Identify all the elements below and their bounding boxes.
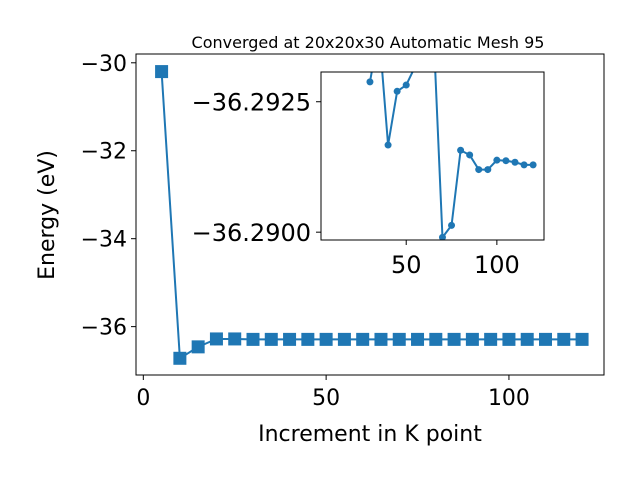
y-tick-label: −36 xyxy=(81,316,127,341)
inset-data-point xyxy=(366,78,374,86)
data-point xyxy=(447,332,461,346)
data-point xyxy=(209,332,223,346)
inset-x-tick-label: 100 xyxy=(474,251,520,279)
inset-data-point xyxy=(520,161,528,169)
data-point xyxy=(484,332,498,346)
data-point xyxy=(283,332,297,346)
inset-data-point xyxy=(438,233,446,240)
inset-data-point xyxy=(402,81,410,89)
x-tick-label: 100 xyxy=(488,386,530,411)
inset-data-point xyxy=(457,146,465,154)
y-axis-label: Energy (eV) xyxy=(35,150,60,280)
inset-data-point xyxy=(393,87,401,95)
inset-data-point xyxy=(484,166,492,174)
data-point xyxy=(392,332,406,346)
inset-axis-ticks: 50 100 −36.2925 −36.2900 xyxy=(192,89,520,279)
data-point xyxy=(374,332,388,346)
data-point xyxy=(575,332,589,346)
data-point xyxy=(557,332,571,346)
y-tick-label: −30 xyxy=(81,52,127,77)
inset-plot: 50 100 −36.2925 −36.2900 xyxy=(192,71,545,279)
x-tick-label: 0 xyxy=(136,386,150,411)
inset-data-point xyxy=(448,221,456,229)
data-point xyxy=(319,332,333,346)
data-point xyxy=(173,351,187,365)
inset-data-point xyxy=(384,141,392,149)
inset-data-point xyxy=(529,161,537,169)
data-point xyxy=(465,332,479,346)
inset-background xyxy=(321,72,544,240)
data-point xyxy=(502,332,516,346)
data-point xyxy=(155,65,169,79)
data-point xyxy=(264,332,278,346)
inset-frame xyxy=(320,71,545,241)
data-point xyxy=(429,332,443,346)
inset-data-point xyxy=(502,157,510,165)
y-tick-label: −32 xyxy=(81,140,127,165)
inset-y-tick-label: −36.2925 xyxy=(192,89,311,117)
data-point xyxy=(228,332,242,346)
main-plot-marks xyxy=(155,65,589,365)
data-point xyxy=(520,332,534,346)
inset-plot-marks xyxy=(366,72,537,240)
x-tick-label: 50 xyxy=(312,386,340,411)
data-point xyxy=(191,340,205,354)
main-axis-ticks: 0 50 100 −30 −32 −34 −36 xyxy=(81,52,530,411)
x-axis-label: Increment in K point xyxy=(258,422,482,447)
data-point xyxy=(301,332,315,346)
data-point xyxy=(411,332,425,346)
inset-y-tick-label: −36.2900 xyxy=(192,219,311,247)
data-point xyxy=(356,332,370,346)
inset-data-point xyxy=(511,158,519,166)
chart-title: Converged at 20x20x30 Automatic Mesh 95 xyxy=(192,33,545,52)
data-point xyxy=(539,332,552,346)
y-tick-label: −34 xyxy=(81,228,127,253)
data-point xyxy=(337,332,351,346)
inset-data-point xyxy=(475,166,483,174)
inset-data-point xyxy=(466,151,474,159)
inset-x-tick-label: 50 xyxy=(391,251,422,279)
main-plot-frame xyxy=(135,53,605,376)
inset-data-point xyxy=(493,156,501,164)
data-point xyxy=(246,332,260,346)
